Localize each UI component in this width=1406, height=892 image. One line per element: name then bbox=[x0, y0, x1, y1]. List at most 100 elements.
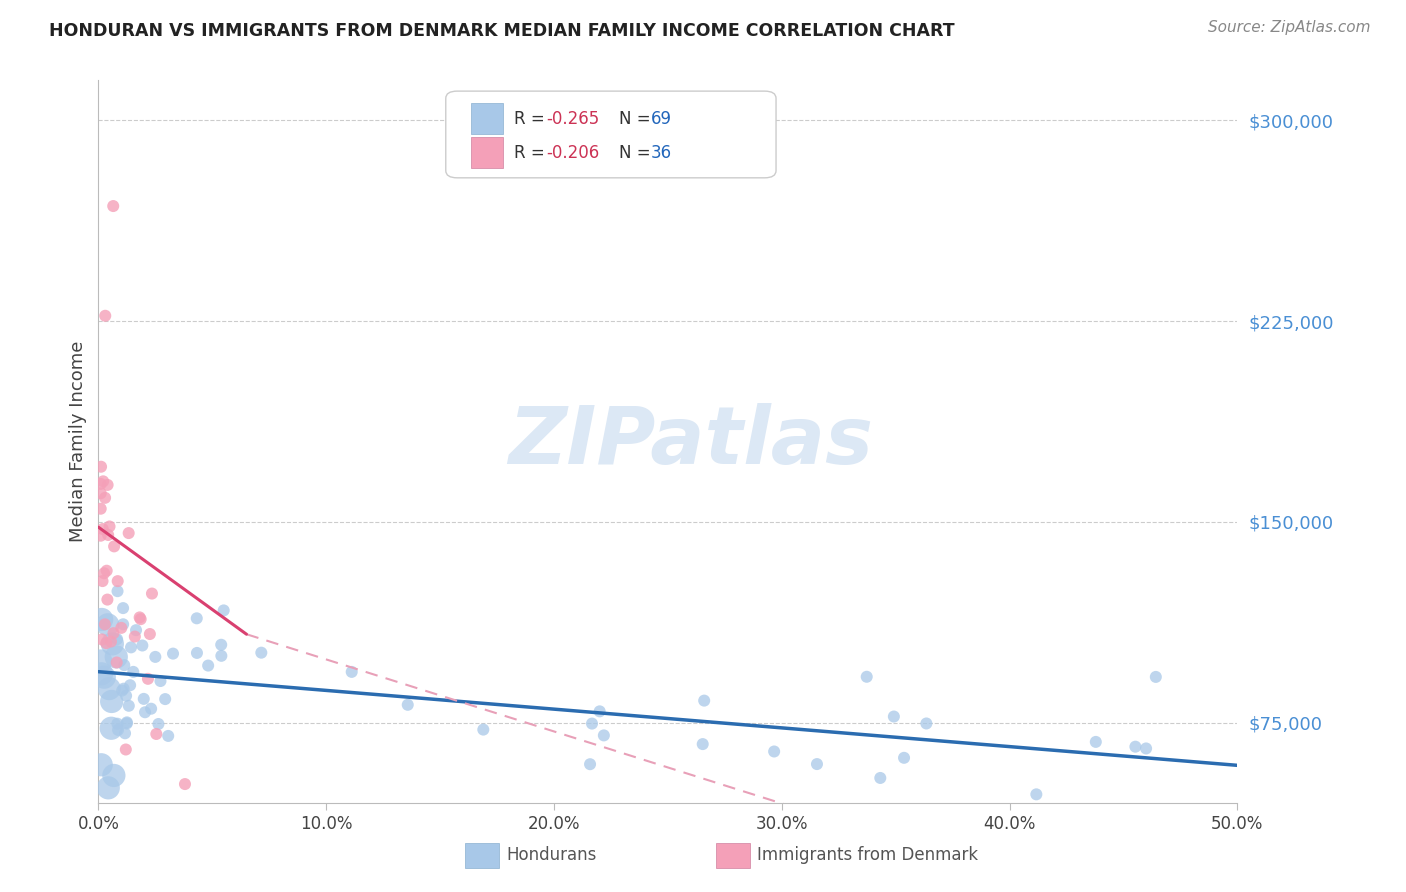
Point bbox=[125, 623, 148, 637]
Point bbox=[100, 634, 122, 648]
Point bbox=[893, 751, 915, 765]
Text: Immigrants from Denmark: Immigrants from Denmark bbox=[756, 846, 977, 863]
Point bbox=[112, 601, 135, 615]
Point bbox=[136, 672, 159, 686]
Point bbox=[209, 648, 232, 663]
Point bbox=[162, 647, 184, 661]
Point bbox=[174, 777, 197, 791]
Bar bbox=[716, 843, 749, 868]
Point bbox=[153, 692, 176, 706]
Point bbox=[112, 658, 135, 673]
Point bbox=[763, 744, 786, 758]
Point bbox=[143, 649, 166, 664]
Point bbox=[105, 656, 128, 670]
Point bbox=[118, 698, 141, 713]
Point bbox=[1084, 735, 1107, 749]
Point bbox=[131, 639, 153, 653]
Point bbox=[103, 768, 125, 782]
Point bbox=[197, 658, 219, 673]
Point bbox=[90, 654, 112, 668]
Point bbox=[103, 199, 125, 213]
Point bbox=[118, 526, 141, 541]
Text: 69: 69 bbox=[651, 110, 672, 128]
Point bbox=[134, 705, 156, 719]
Point bbox=[90, 477, 112, 491]
Text: N =: N = bbox=[619, 144, 655, 161]
Point bbox=[340, 665, 363, 679]
Point bbox=[90, 459, 112, 474]
Point bbox=[105, 649, 128, 664]
Text: HONDURAN VS IMMIGRANTS FROM DENMARK MEDIAN FAMILY INCOME CORRELATION CHART: HONDURAN VS IMMIGRANTS FROM DENMARK MEDI… bbox=[49, 22, 955, 40]
Point bbox=[110, 621, 132, 635]
Point bbox=[1125, 739, 1147, 754]
Point bbox=[883, 709, 905, 723]
Point bbox=[148, 717, 170, 731]
Bar bbox=[471, 137, 503, 168]
Point bbox=[100, 694, 122, 708]
Point bbox=[472, 723, 495, 737]
Point bbox=[91, 632, 114, 647]
Text: R =: R = bbox=[515, 144, 550, 161]
Text: R =: R = bbox=[515, 110, 550, 128]
Point bbox=[132, 692, 155, 706]
Point bbox=[90, 666, 112, 681]
Text: N =: N = bbox=[619, 110, 655, 128]
Point bbox=[96, 564, 118, 578]
Point bbox=[98, 519, 121, 533]
Point bbox=[94, 617, 117, 632]
Point bbox=[915, 716, 938, 731]
Point bbox=[90, 501, 112, 516]
Point bbox=[115, 716, 138, 731]
Bar bbox=[465, 843, 499, 868]
Point bbox=[96, 592, 118, 607]
Point bbox=[112, 681, 135, 696]
Point bbox=[90, 529, 112, 543]
Point bbox=[93, 566, 115, 581]
Point bbox=[100, 721, 122, 735]
Point bbox=[107, 723, 129, 737]
Point bbox=[250, 646, 273, 660]
Point bbox=[91, 475, 114, 489]
Point bbox=[157, 729, 180, 743]
Point bbox=[129, 612, 152, 626]
Point bbox=[128, 610, 150, 624]
Point bbox=[93, 670, 115, 684]
Point bbox=[105, 716, 128, 731]
Y-axis label: Median Family Income: Median Family Income bbox=[69, 341, 87, 542]
Point bbox=[124, 630, 146, 644]
Point bbox=[396, 698, 419, 712]
Point bbox=[212, 603, 235, 617]
Point bbox=[90, 757, 112, 772]
Point bbox=[115, 715, 138, 730]
Point bbox=[103, 626, 125, 640]
Text: 36: 36 bbox=[651, 144, 672, 161]
Point bbox=[97, 478, 120, 492]
Point bbox=[114, 726, 136, 740]
Text: -0.206: -0.206 bbox=[546, 144, 599, 161]
Point bbox=[149, 673, 172, 688]
Bar bbox=[471, 103, 503, 134]
Point bbox=[186, 611, 208, 625]
Point bbox=[1144, 670, 1167, 684]
Point bbox=[869, 771, 891, 785]
Point bbox=[97, 528, 120, 542]
Text: Source: ZipAtlas.com: Source: ZipAtlas.com bbox=[1208, 20, 1371, 35]
Point bbox=[101, 637, 124, 651]
FancyBboxPatch shape bbox=[446, 91, 776, 178]
Point bbox=[107, 584, 129, 599]
Point bbox=[111, 683, 134, 698]
Point bbox=[139, 627, 162, 641]
Text: -0.265: -0.265 bbox=[546, 110, 599, 128]
Point bbox=[103, 540, 125, 554]
Point bbox=[96, 636, 118, 650]
Point bbox=[97, 617, 120, 632]
Point bbox=[94, 309, 117, 323]
Text: ZIPatlas: ZIPatlas bbox=[508, 402, 873, 481]
Point bbox=[90, 486, 112, 500]
Point bbox=[581, 716, 603, 731]
Point bbox=[114, 742, 136, 756]
Point bbox=[107, 574, 129, 588]
Point bbox=[120, 678, 142, 692]
Point bbox=[91, 574, 114, 588]
Point bbox=[579, 757, 602, 772]
